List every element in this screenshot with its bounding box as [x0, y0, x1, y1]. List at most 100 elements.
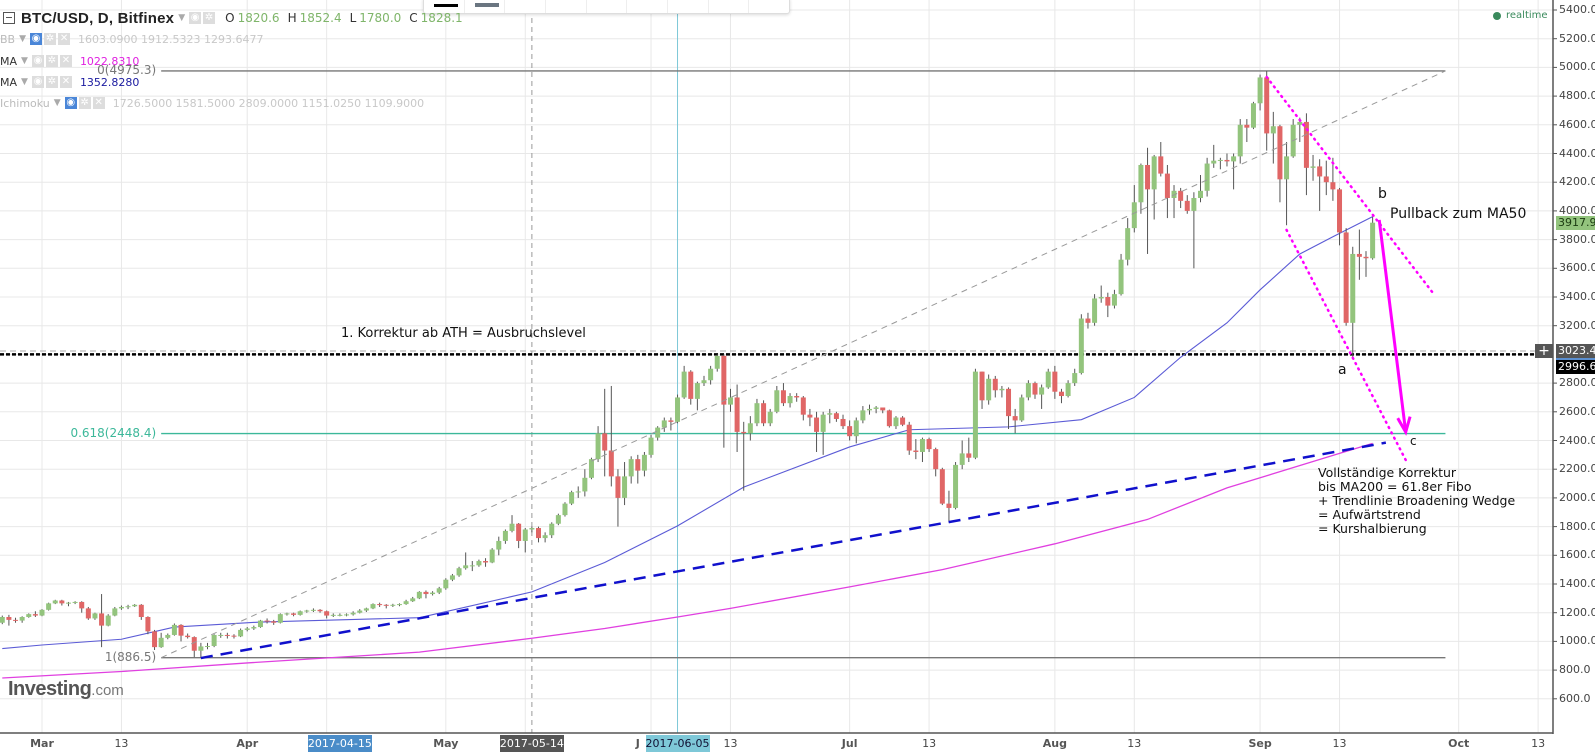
toolbar-button[interactable]	[546, 0, 587, 13]
candle-body	[575, 491, 581, 493]
candle-down	[13, 617, 19, 623]
indicator-name[interactable]: MA	[0, 54, 18, 68]
candle-up	[436, 586, 442, 595]
chevron-down-icon[interactable]: ▼	[21, 77, 28, 87]
candle-up	[1125, 218, 1131, 266]
line-color-gray-button[interactable]	[465, 0, 506, 13]
candle-body	[992, 378, 998, 391]
date-marker-label: 2017-06-05	[645, 735, 710, 752]
candle-down	[99, 594, 105, 648]
eye-icon[interactable]: ◉	[31, 76, 44, 88]
eye-icon[interactable]: ◉	[31, 55, 44, 67]
candle-down	[32, 611, 38, 618]
candle-up	[297, 610, 303, 616]
arrow-line	[1377, 219, 1408, 433]
collapse-icon[interactable]	[3, 12, 15, 24]
high-label: H	[287, 11, 297, 25]
candle-up	[350, 611, 356, 616]
candle-body	[1125, 228, 1131, 260]
candle-up	[972, 368, 978, 460]
indicator-values: 1726.5000 1581.5000 2809.0000 1151.0250 …	[112, 96, 425, 110]
price-marker-underline	[1556, 358, 1595, 362]
candle-up	[648, 434, 654, 458]
candle-body	[1198, 190, 1203, 198]
annotation-summary[interactable]: Vollständige Korrektur bis MA200 = 61.8e…	[1318, 466, 1515, 536]
gear-icon[interactable]: ✲	[45, 55, 58, 67]
candle-up	[211, 634, 217, 648]
candle-body	[46, 603, 52, 610]
annotation-korrektur[interactable]: 1. Korrektur ab ATH = Ausbruchslevel	[341, 326, 586, 341]
time-tick-label: 13	[114, 737, 129, 750]
price-tick-label: 5400.0	[1559, 3, 1595, 16]
candle-down	[1337, 187, 1343, 246]
toolbar-button[interactable]	[627, 0, 669, 13]
add-alert-button[interactable]: +	[1535, 344, 1553, 359]
date-marker-label: 2017-04-15	[307, 735, 372, 752]
candle-body	[1019, 397, 1025, 421]
candle-down	[6, 614, 12, 626]
candle-up	[337, 613, 343, 617]
summary-line: bis MA200 = 61.8er Fibo	[1318, 479, 1472, 494]
candle-body	[165, 634, 171, 638]
annotation-pullback[interactable]: Pullback zum MA50	[1390, 206, 1527, 222]
indicator-name[interactable]: Ichimoku	[0, 96, 50, 110]
candle-up	[549, 522, 555, 539]
candle-up	[1204, 157, 1210, 197]
low-label: L	[349, 11, 357, 25]
eye-icon[interactable]: ◉	[30, 33, 43, 45]
toolbar-button[interactable]	[709, 0, 750, 13]
indicator-name[interactable]: BB	[0, 32, 16, 46]
close-icon[interactable]: ✕	[59, 76, 72, 88]
chevron-down-icon[interactable]: ▼	[21, 56, 28, 66]
price-tick-label: 800.0	[1559, 663, 1591, 677]
close-icon[interactable]: ✕	[92, 97, 105, 109]
symbol-legend: BTC/USD, D, Bitfinex ▼ ◉ ✲ O 1820.6 H 1852…	[3, 9, 463, 27]
eye-icon[interactable]: ◉	[189, 12, 202, 24]
candle-body	[436, 588, 442, 593]
annotation-wave-c[interactable]: c	[1410, 434, 1417, 448]
candle-body	[52, 600, 58, 604]
eye-icon[interactable]: ◉	[64, 97, 77, 109]
gear-icon[interactable]: ✲	[78, 97, 91, 109]
toolbar-button[interactable]	[587, 0, 628, 13]
candle-up	[496, 536, 502, 556]
candle-up	[1171, 185, 1177, 219]
chevron-down-icon[interactable]: ▼	[19, 34, 27, 44]
candle-body	[972, 371, 978, 458]
indicator-name[interactable]: MA	[0, 75, 18, 89]
candle-body	[761, 403, 767, 424]
toolbar-button[interactable]	[505, 0, 547, 13]
candle-body	[337, 614, 343, 616]
gear-icon[interactable]: ✲	[203, 12, 216, 24]
line-color-black-button[interactable]	[424, 0, 465, 13]
gear-icon[interactable]: ✲	[45, 76, 58, 88]
candle-down	[317, 609, 323, 613]
chevron-down-icon[interactable]: ▼	[53, 98, 61, 108]
chevron-down-icon[interactable]: ▼	[178, 13, 186, 23]
candle-up	[1350, 246, 1356, 359]
candle-up	[1072, 368, 1078, 386]
candle-body	[211, 634, 217, 646]
annotation-wave-a[interactable]: a	[1338, 362, 1347, 378]
candle-body	[403, 601, 409, 605]
time-tick-label: 13	[1332, 737, 1347, 750]
annotation-wave-b[interactable]: b	[1378, 186, 1387, 202]
indicator-values: 1022.8310	[79, 54, 140, 68]
candle-body	[489, 549, 495, 563]
symbol-title[interactable]: BTC/USD, D, Bitfinex	[21, 9, 175, 27]
candle-down	[906, 421, 912, 455]
gear-icon[interactable]: ✲	[44, 33, 57, 45]
candle-up	[873, 406, 879, 414]
candle-body	[827, 413, 833, 415]
candle-up	[277, 613, 283, 624]
close-icon[interactable]: ✕	[58, 33, 71, 45]
price-tick-label: 3800.0	[1559, 232, 1595, 246]
toolbar-button[interactable]	[668, 0, 709, 13]
close-icon[interactable]: ✕	[59, 55, 72, 67]
candle-up	[853, 417, 859, 444]
toolbar-button[interactable]	[749, 0, 789, 13]
candle-up	[132, 604, 138, 607]
candle-down	[926, 437, 932, 452]
candle-up	[1191, 192, 1197, 269]
